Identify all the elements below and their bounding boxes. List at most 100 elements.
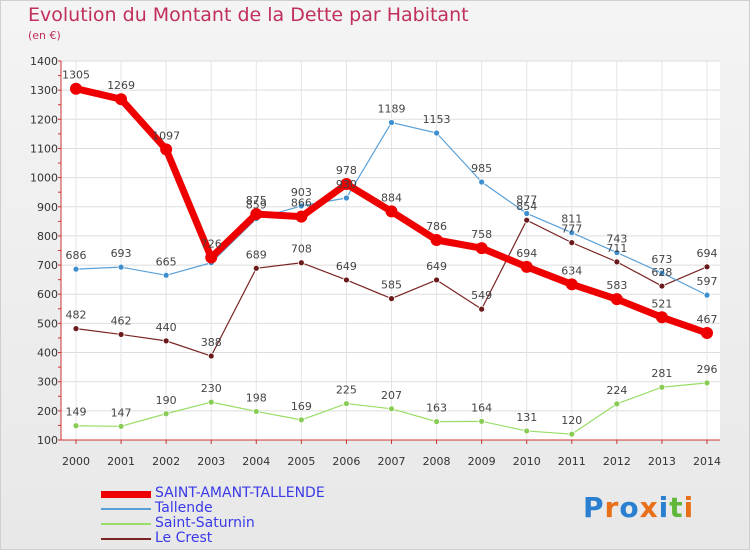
data-point	[72, 325, 80, 333]
data-label: 866	[291, 197, 312, 210]
data-point	[433, 418, 440, 426]
data-point	[70, 82, 82, 95]
unit-label: (en €)	[28, 29, 61, 42]
data-label: 190	[156, 394, 177, 407]
data-label: 743	[606, 233, 627, 246]
data-label: 163	[426, 402, 447, 415]
data-point	[115, 93, 128, 106]
data-label: 225	[336, 384, 357, 397]
data-point	[430, 234, 443, 247]
data-point	[388, 295, 395, 303]
x-tick-label: 2014	[693, 455, 721, 468]
data-label: 877	[516, 193, 537, 206]
data-point	[340, 178, 353, 191]
data-point	[433, 129, 440, 137]
data-point	[701, 327, 713, 340]
x-tick-label: 2010	[513, 455, 541, 468]
x-tick-label: 2004	[242, 455, 270, 468]
data-label: 811	[561, 213, 582, 226]
data-point	[252, 408, 260, 415]
data-label: 462	[111, 314, 132, 327]
y-tick-label: 1100	[30, 142, 58, 155]
data-label: 296	[697, 363, 718, 376]
data-label: 726	[201, 237, 222, 250]
data-point	[433, 276, 440, 284]
data-point	[478, 417, 486, 425]
data-label: 786	[426, 220, 447, 233]
data-point	[568, 239, 576, 247]
data-label: 388	[201, 336, 222, 349]
data-label: 1097	[152, 129, 180, 142]
data-label: 758	[471, 228, 492, 241]
x-tick-label: 2009	[468, 455, 496, 468]
data-point	[343, 276, 350, 284]
legend-swatch	[101, 523, 151, 525]
data-label: 467	[697, 313, 718, 326]
data-point	[343, 194, 350, 202]
y-tick-label: 200	[37, 405, 58, 418]
data-point	[568, 430, 576, 438]
y-tick-label: 1400	[30, 55, 58, 68]
x-tick-label: 2006	[332, 455, 360, 468]
data-point	[343, 400, 350, 407]
data-label: 686	[66, 249, 87, 262]
data-point	[72, 265, 80, 273]
y-tick-label: 1000	[30, 172, 58, 185]
data-label: 854	[516, 200, 537, 213]
data-point	[295, 210, 308, 223]
data-label: 549	[471, 289, 492, 302]
x-tick-label: 2005	[287, 455, 315, 468]
data-label: 583	[606, 279, 627, 292]
data-point	[613, 249, 621, 256]
data-label: 884	[381, 191, 402, 204]
data-label: 224	[606, 384, 627, 397]
y-tick-label: 500	[37, 317, 58, 330]
y-tick-label: 300	[37, 376, 58, 389]
data-point	[250, 208, 263, 221]
data-point	[523, 210, 531, 217]
data-point	[117, 263, 125, 271]
data-label: 903	[291, 186, 312, 199]
data-label: 859	[246, 199, 267, 212]
legend-label: Tallende	[155, 500, 213, 516]
data-label: 875	[246, 194, 267, 207]
data-point	[297, 202, 305, 210]
data-label: 131	[516, 411, 537, 424]
data-point	[703, 291, 711, 299]
y-tick-label: 600	[37, 288, 58, 301]
data-label: 665	[156, 255, 177, 268]
data-label: 628	[651, 266, 672, 279]
data-label: 597	[697, 275, 718, 288]
data-label: 985	[471, 162, 492, 175]
y-tick-label: 700	[37, 259, 58, 272]
data-label: 147	[111, 406, 132, 419]
data-point	[385, 205, 398, 218]
data-point	[162, 410, 170, 418]
data-label: 693	[111, 247, 132, 260]
data-point	[117, 331, 125, 338]
legend-label: Saint-Saturnin	[155, 515, 255, 531]
data-point	[297, 259, 305, 267]
data-point	[388, 119, 395, 126]
data-label: 634	[561, 264, 582, 277]
data-point	[658, 269, 666, 277]
data-label: 777	[561, 223, 582, 236]
data-point	[613, 258, 621, 266]
data-point	[658, 282, 666, 290]
y-tick-label: 400	[37, 347, 58, 360]
data-point	[658, 383, 666, 391]
data-label: 440	[156, 321, 177, 334]
data-point	[703, 263, 711, 271]
data-label: 649	[426, 260, 447, 273]
x-tick-label: 2002	[152, 455, 180, 468]
data-point	[703, 379, 711, 387]
data-label: 585	[381, 279, 402, 292]
y-tick-label: 1200	[30, 113, 58, 126]
data-label: 482	[66, 309, 87, 322]
data-label: 207	[381, 389, 402, 402]
data-label: 694	[697, 247, 718, 260]
data-point	[388, 405, 395, 413]
x-tick-label: 2007	[378, 455, 406, 468]
logo-letter: r	[604, 491, 620, 524]
data-label: 149	[66, 406, 87, 419]
